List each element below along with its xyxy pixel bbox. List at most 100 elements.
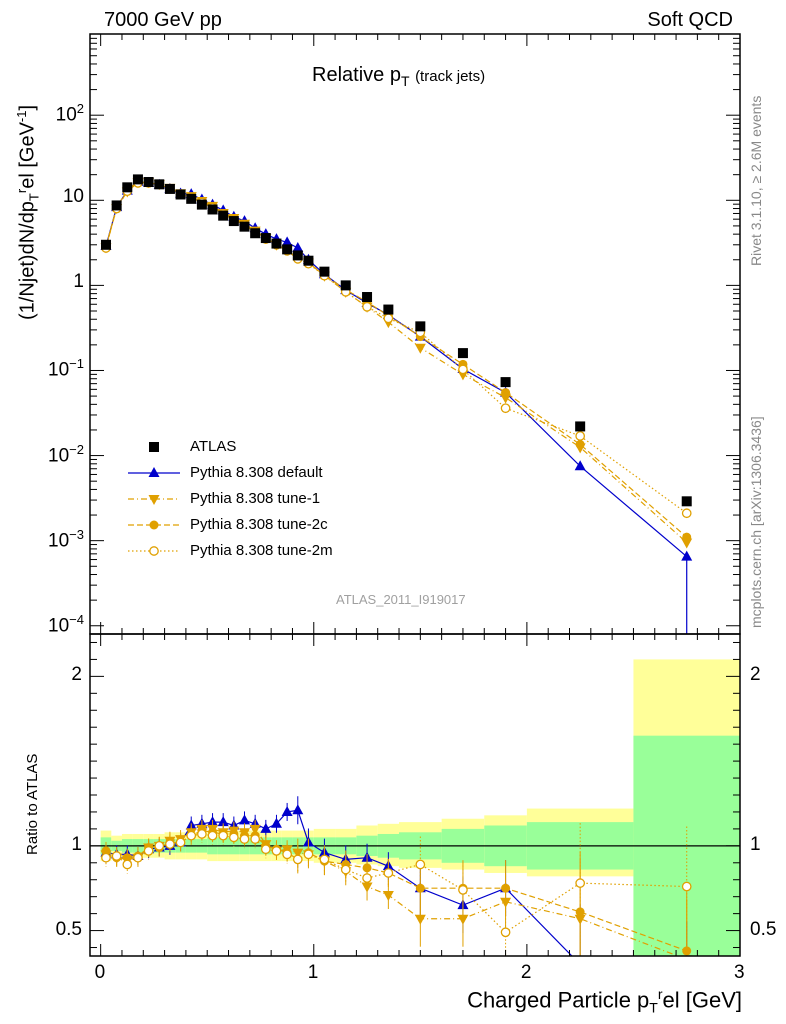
ratio-y-tick-label-right-0.5: 0.5 (750, 918, 777, 940)
x-tick-label-3: 3 (734, 962, 745, 983)
y-tick-label-3: 10−1 (48, 356, 84, 381)
ratio-point-pythia-8-308-default-16 (270, 817, 282, 828)
main-point-pythia-8-308-tune-2c-28 (682, 532, 692, 542)
ratio-point-pythia-8-308-tune-2m-21 (340, 864, 351, 875)
ratio-point-pythia-8-308-tune-2m-18 (292, 854, 303, 865)
ratio-point-pythia-8-308-tune-2m-13 (239, 834, 250, 844)
ratio-point-pythia-8-308-tune-2m-19 (303, 849, 314, 860)
y-tick-label-4: 1 (73, 271, 84, 293)
main-point-atlas-22 (362, 292, 373, 303)
main-point-atlas-9 (196, 199, 207, 210)
ratio-y-axis-label: Ratio to ATLAS (24, 753, 41, 855)
ratio-point-pythia-8-308-tune-1-24 (414, 914, 426, 925)
main-point-atlas-19 (303, 255, 314, 266)
ratio-point-pythia-8-308-tune-1-22 (361, 882, 373, 893)
main-series-atlas (100, 174, 692, 507)
plot-title: Relative pT (track jets) (312, 64, 485, 89)
legend-entry-atlas: ATLAS (190, 438, 237, 455)
main-point-atlas-14 (250, 228, 261, 239)
ratio-point-pythia-8-308-default-28 (681, 975, 692, 985)
main-ylabel-exp: -1 (14, 110, 29, 123)
ratio-point-pythia-8-308-tune-2m-15 (260, 844, 271, 855)
plot-title-small: (track jets) (415, 68, 486, 85)
y-tick-label-6: 102 (55, 101, 84, 126)
ratio-point-pythia-8-308-tune-2m-26 (500, 927, 511, 938)
legend-marker-pythia-8-308-tune-1 (148, 495, 160, 505)
main-point-pythia-8-308-tune-1-24 (414, 343, 426, 354)
ratio-point-pythia-8-308-default-15 (260, 822, 272, 833)
main-point-atlas-24 (415, 321, 426, 332)
x-axis-label: Charged Particle pTrel [GeV] (467, 986, 742, 1016)
main-ylabel-sup: r (14, 188, 29, 194)
side-label-mcplots: mcplots.cern.ch [arXiv:1306.3436] (748, 416, 764, 628)
ratio-point-pythia-8-308-tune-2m-22 (362, 873, 372, 883)
main-point-atlas-6 (164, 183, 175, 194)
plot-title-main: Relative p (312, 64, 401, 86)
xlabel-sub: T (649, 999, 658, 1016)
ratio-point-pythia-8-308-tune-2m-27 (575, 878, 586, 888)
ratio-point-pythia-8-308-tune-2m-11 (218, 830, 229, 841)
main-point-atlas-3 (132, 174, 143, 185)
main-point-atlas-17 (282, 244, 293, 255)
ratio-point-pythia-8-308-tune-2m-9 (197, 829, 207, 839)
ratio-point-pythia-8-308-tune-2m-5 (154, 840, 165, 851)
analysis-watermark: ATLAS_2011_I919017 (336, 592, 466, 607)
ratio-point-pythia-8-308-tune-2m-28 (681, 881, 692, 892)
ratio-point-pythia-8-308-tune-2m-12 (229, 832, 239, 843)
ratio-y-tick-label-right-1: 1 (750, 833, 761, 855)
ratio-y-tick-label-0.5: 0.5 (55, 918, 82, 940)
legend-marker-pythia-8-308-tune-2c (149, 520, 159, 530)
ratio-point-pythia-8-308-tune-2m-16 (271, 846, 282, 856)
side-label-rivet: Rivet 3.1.10, ≥ 2.6M events (748, 95, 764, 266)
ratio-point-pythia-8-308-tune-2m-7 (175, 837, 186, 848)
main-point-pythia-8-308-default-18 (292, 241, 304, 252)
legend-entry-tune-2m: Pythia 8.308 tune-2m (190, 542, 333, 559)
ratio-point-pythia-8-308-tune-1-28 (681, 955, 693, 956)
legend-entry-default: Pythia 8.308 default (190, 464, 323, 481)
x-tick-label-1: 1 (307, 962, 319, 983)
xlabel-rest: el [GeV] (662, 987, 742, 1013)
main-point-pythia-8-308-default-28 (681, 550, 693, 561)
main-ylabel-close: ] (16, 104, 39, 111)
ratio-point-pythia-8-308-tune-2m-3 (133, 852, 143, 863)
ratio-point-pythia-8-308-tune-2m-24 (415, 859, 426, 870)
main-point-pythia-8-308-tune-2m-26 (500, 403, 511, 414)
main-point-pythia-8-308-tune-2m-22 (362, 301, 372, 312)
main-point-atlas-1 (111, 200, 122, 211)
main-plot-frame (89, 33, 741, 635)
main-point-atlas-7 (175, 189, 186, 200)
ratio-point-pythia-8-308-default-13 (239, 814, 251, 825)
main-ylabel-rest: el [GeV (16, 122, 39, 189)
legend-marker-pythia-8-308-default (148, 467, 160, 477)
main-point-atlas-4 (143, 177, 154, 188)
y-tick-label-5: 10 (62, 186, 84, 208)
ratio-y-tick-label-1: 1 (71, 833, 82, 855)
main-point-pythia-8-308-tune-2m-23 (383, 313, 394, 324)
main-point-pythia-8-308-tune-2m-28 (681, 508, 692, 519)
main-point-atlas-27 (575, 421, 586, 432)
main-point-pythia-8-308-tune-1-28 (681, 538, 693, 549)
header-right: Soft QCD (647, 9, 733, 31)
legend: ATLAS Pythia 8.308 default Pythia 8.308 … (190, 438, 333, 568)
ratio-point-pythia-8-308-tune-2m-1 (111, 851, 122, 861)
main-ylabel-main: (1/Njet)dN/dp (16, 201, 39, 320)
main-point-atlas-10 (207, 204, 218, 215)
main-point-atlas-8 (186, 193, 197, 204)
legend-entry-tune-1: Pythia 8.308 tune-1 (190, 490, 321, 507)
ratio-point-pythia-8-308-tune-2c-26 (501, 883, 511, 893)
main-point-atlas-16 (271, 238, 282, 249)
ratio-point-pythia-8-308-tune-2m-17 (282, 849, 292, 860)
y-tick-label-0: 10−4 (48, 611, 84, 637)
ratio-point-pythia-8-308-tune-2m-25 (458, 885, 468, 895)
ratio-point-pythia-8-308-tune-1-23 (382, 890, 394, 901)
main-point-atlas-26 (500, 377, 511, 388)
main-point-atlas-2 (122, 182, 133, 193)
main-point-pythia-8-308-tune-2c-26 (501, 388, 511, 398)
main-point-pythia-8-308-tune-2c-27 (575, 439, 585, 449)
ratio-y-tick-label-2: 2 (71, 664, 82, 686)
ratio-point-pythia-8-308-tune-2m-0 (101, 852, 111, 863)
main-point-pythia-8-308-tune-2m-25 (458, 364, 468, 375)
main-point-atlas-11 (218, 210, 229, 221)
ratio-point-pythia-8-308-tune-2c-2 (122, 853, 132, 863)
